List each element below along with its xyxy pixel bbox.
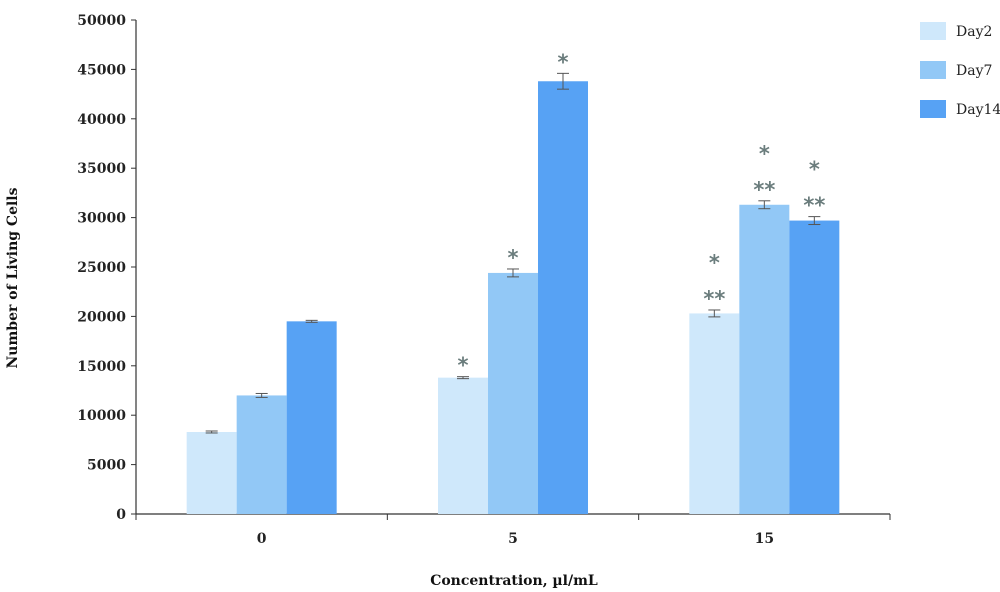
error-bar: [507, 268, 519, 278]
significance-marker: *: [809, 158, 820, 182]
bar-day7-conc-15: [739, 204, 790, 515]
significance-marker: *: [458, 354, 469, 378]
significance-marker: *: [759, 142, 770, 166]
y-tick-label: 0: [116, 507, 126, 523]
legend-label-day14: Day14: [956, 102, 1000, 118]
bars: ************: [186, 50, 840, 515]
y-tick-label: 20000: [77, 309, 126, 325]
legend-label-day7: Day7: [956, 63, 992, 79]
legend-swatch-day2: [920, 22, 946, 40]
y-tick-label: 50000: [77, 13, 126, 29]
legend-swatch-day14: [920, 100, 946, 118]
error-bar: [457, 376, 469, 380]
significance-marker: *: [508, 246, 519, 270]
bar-day14-conc-15: [789, 220, 840, 514]
y-tick-label: 30000: [77, 211, 126, 227]
y-tick-label: 35000: [77, 161, 126, 177]
error-bar: [708, 309, 721, 318]
y-tick-label: 45000: [77, 62, 126, 78]
significance-marker: **: [753, 178, 775, 202]
x-tick-label: 0: [257, 531, 267, 547]
bar-day2-conc-0: [186, 431, 237, 514]
significance-marker: *: [709, 251, 720, 275]
bar-day7-conc-0: [236, 395, 287, 514]
bar-day2-conc-15: [689, 313, 740, 514]
error-bar: [255, 392, 268, 398]
y-tick-label: 5000: [87, 458, 126, 474]
error-bar: [305, 319, 318, 323]
bar-day7-conc-5: [488, 272, 538, 514]
x-tick-label: 15: [755, 531, 774, 547]
x-tick-label: 5: [508, 531, 518, 547]
y-axis: 0 5000 10000 15000 20000 25000 30000 35000 40000…: [77, 13, 137, 523]
bar-day2-conc-5: [438, 377, 488, 514]
y-tick-label: 40000: [77, 112, 126, 128]
y-tick-label: 15000: [77, 359, 126, 375]
significance-marker: *: [558, 50, 569, 74]
error-bar: [205, 430, 218, 434]
y-tick-label: 10000: [77, 408, 126, 424]
legend-label-day2: Day2: [956, 24, 992, 40]
significance-marker: **: [803, 194, 825, 218]
error-bar: [758, 200, 771, 210]
bar-day14-conc-5: [538, 81, 588, 515]
y-axis-title: Number of Living Cells: [5, 187, 21, 368]
y-tick-label: 25000: [77, 260, 126, 276]
error-bar: [557, 72, 569, 90]
legend-swatch-day7: [920, 61, 946, 79]
x-axis: 0 5 15: [135, 513, 891, 547]
bar-day14-conc-0: [286, 321, 337, 514]
legend: Day2 Day7 Day14: [920, 22, 1000, 118]
significance-marker: **: [703, 287, 725, 311]
x-axis-title: Concentration, µl/mL: [430, 573, 598, 589]
error-bar: [808, 216, 821, 226]
